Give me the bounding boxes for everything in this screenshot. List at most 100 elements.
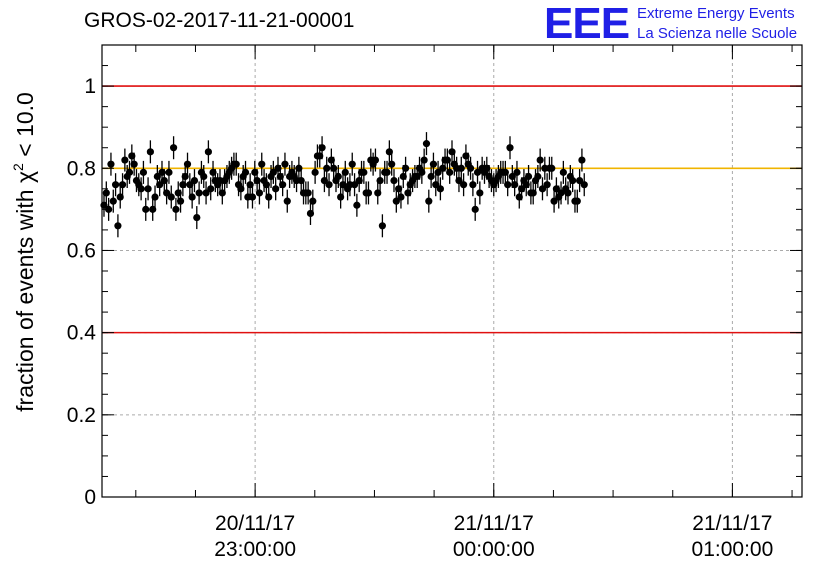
x-tick-label-time: 23:00:00 [214,538,296,561]
data-point [232,152,240,176]
point-marker [172,205,180,213]
point-marker [564,189,572,197]
point-marker [107,160,115,168]
point-marker [429,160,438,168]
point-marker [436,185,444,193]
point-marker [383,168,391,176]
point-marker [111,181,120,189]
point-marker [193,213,201,222]
data-point [139,160,148,184]
point-marker [202,189,210,197]
data-point [151,185,159,209]
data-point [376,169,384,193]
data-point [111,173,120,197]
data-point [536,148,544,172]
point-marker [422,140,431,148]
data-point [146,140,154,164]
data-point [476,181,484,205]
x-tick-label-time: 00:00:00 [453,538,535,561]
data-point [557,181,565,205]
point-marker [144,185,152,193]
point-marker [269,168,277,176]
data-point [200,164,208,188]
point-marker [460,181,468,189]
y-tick-label: 0.8 [67,157,96,180]
point-marker [265,193,273,201]
point-marker [371,156,380,164]
data-point [397,185,405,209]
data-point [176,189,185,213]
data-point [169,136,178,160]
data-point [446,160,454,184]
data-point [207,177,215,201]
data-point [144,177,152,201]
point-marker [341,168,349,176]
data-point [543,173,551,197]
data-point [193,206,201,230]
data-point [353,193,361,217]
data-point [109,189,117,213]
reference-lines [102,85,802,334]
data-point [281,152,289,176]
point-marker [506,144,514,152]
point-marker [534,172,542,181]
data-point [167,185,175,209]
point-marker [348,160,356,168]
point-marker [248,193,257,201]
point-marker [139,168,148,176]
point-marker [102,189,110,197]
data-point [383,160,391,184]
data-point [204,140,212,164]
data-point [534,164,542,188]
point-marker [471,205,479,213]
point-marker [121,156,129,164]
point-marker [114,222,122,230]
data-point [137,177,145,201]
point-marker [311,168,319,176]
point-marker [318,144,326,152]
point-marker [163,189,171,197]
point-marker [283,197,291,205]
point-marker [200,172,208,181]
eee-logo-line1: Extreme Energy Events [637,5,795,22]
point-marker [513,168,521,176]
data-point [142,197,150,221]
point-marker [469,181,477,189]
data-point [334,164,342,188]
point-marker [146,148,154,156]
point-marker [309,197,317,205]
data-point [578,148,586,172]
point-marker [446,168,454,176]
data-point [241,160,250,184]
data-point [172,197,180,221]
data-point [163,181,171,205]
data-point [318,136,326,160]
data-point [130,152,138,176]
point-marker [420,156,428,164]
eee-logo: EEE Extreme Energy Events La Scienza nel… [544,0,834,48]
data-point [125,160,134,184]
point-marker [232,160,240,168]
data-point [548,156,556,180]
point-marker [167,193,175,201]
x-tick-label-date: 21/11/17 [692,512,772,535]
point-marker [390,177,398,185]
data-point [323,156,331,180]
point-marker [258,160,266,168]
point-marker [578,156,586,164]
point-marker [559,168,567,176]
data-point [183,152,192,176]
data-point [569,169,577,193]
data-point [105,197,113,221]
point-marker [543,181,551,189]
data-point [466,156,475,180]
data-point [580,173,588,197]
point-marker [151,193,159,201]
data-points [100,132,588,238]
data-point [255,181,264,205]
point-marker [580,181,588,189]
point-marker [504,181,512,189]
data-point [107,152,115,176]
point-marker [360,168,368,176]
data-point [190,169,199,193]
